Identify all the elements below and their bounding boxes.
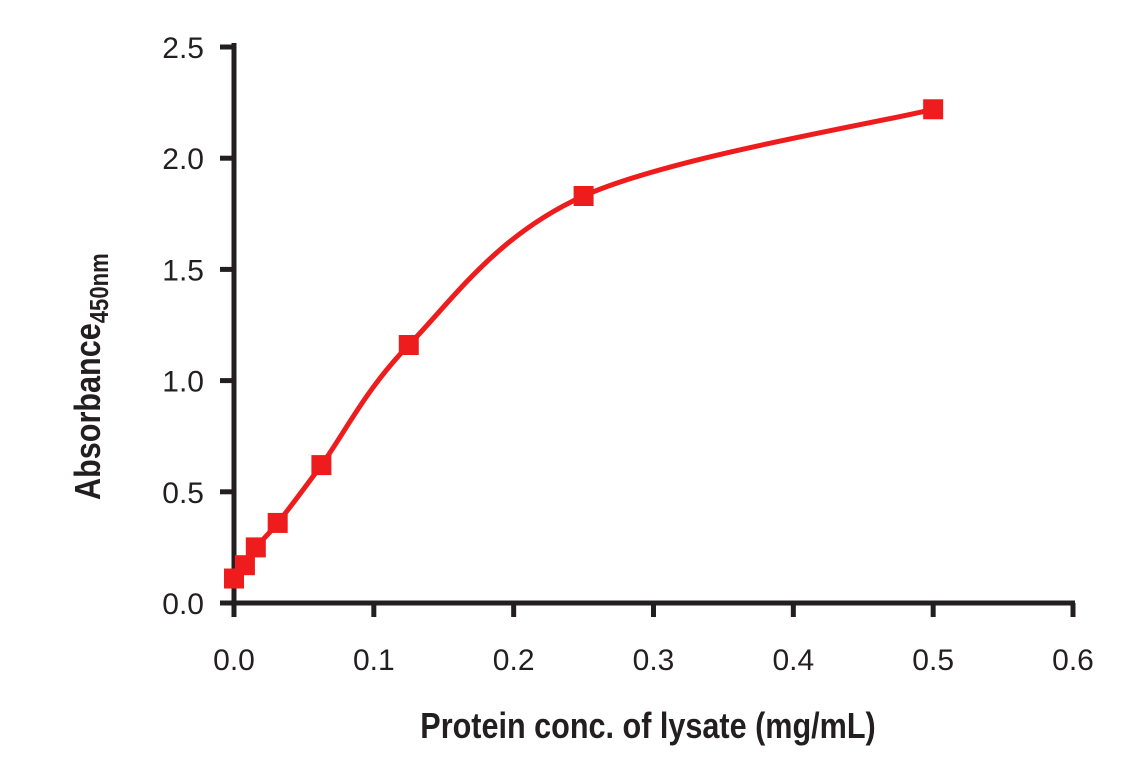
x-tick-label: 0.0 (213, 644, 255, 677)
data-point-marker (398, 335, 419, 356)
x-tick-label: 0.6 (1052, 644, 1094, 677)
y-tick-label: 2.0 (162, 143, 204, 176)
y-tick-label: 1.0 (162, 366, 204, 399)
data-point-marker (311, 455, 332, 476)
data-point-marker (234, 555, 255, 576)
series-line (232, 106, 934, 581)
data-point-marker (923, 99, 944, 120)
y-tick-label: 2.5 (162, 32, 204, 65)
data-point-marker (245, 537, 266, 558)
y-axis-label-subscript: 450nm (85, 253, 114, 323)
x-tick-label: 0.1 (353, 644, 395, 677)
x-axis-label: Protein conc. of lysate (mg/mL) (420, 707, 875, 747)
y-axis-label: Absorbance450nm (69, 253, 115, 500)
y-tick-label: 1.5 (162, 254, 204, 287)
x-tick-label: 0.5 (912, 644, 954, 677)
data-point-marker (573, 186, 594, 207)
y-tick-label: 0.5 (162, 477, 204, 510)
x-tick-label: 0.2 (493, 644, 535, 677)
data-point-marker (267, 512, 288, 533)
x-tick-label: 0.4 (772, 644, 814, 677)
x-tick-label: 0.3 (633, 644, 675, 677)
y-tick-label: 0.0 (162, 588, 204, 621)
y-axis-label-main: Absorbance (69, 323, 109, 500)
